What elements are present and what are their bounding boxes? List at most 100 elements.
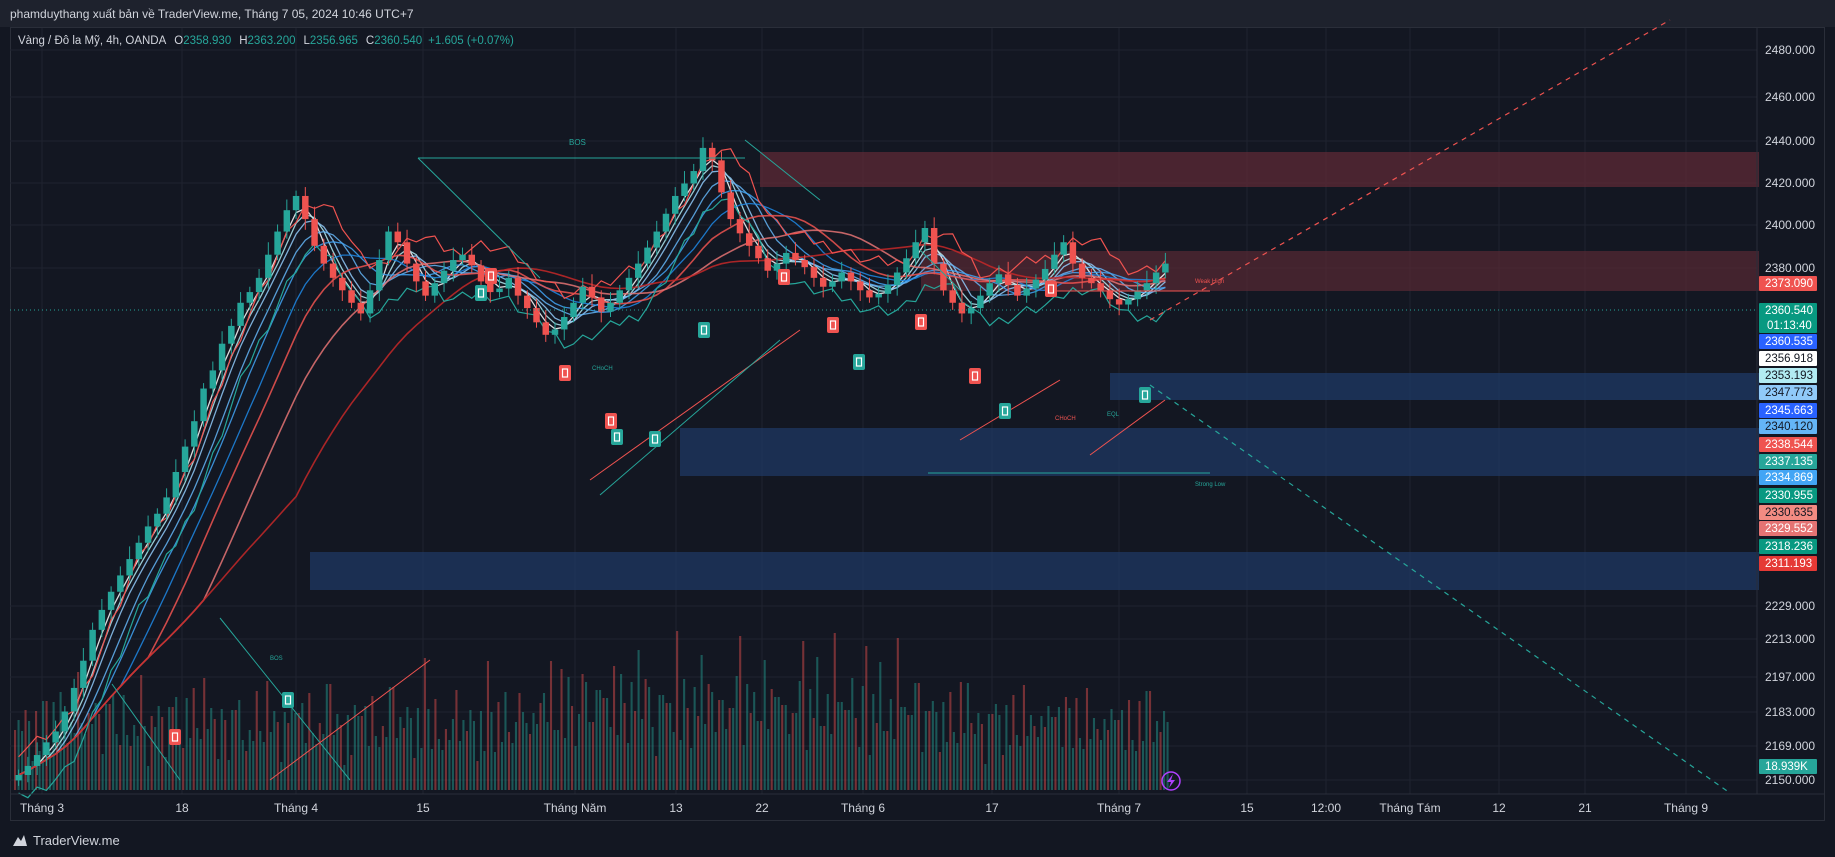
price-tag: 2360.535	[1759, 334, 1817, 349]
volume-bar	[297, 713, 300, 790]
signal-marker	[611, 429, 623, 445]
price-tag: 2330.955	[1759, 488, 1817, 503]
volume-bar	[420, 748, 423, 790]
candle	[80, 647, 87, 699]
price-chart[interactable]: BOS Weak High Strong Low CHoCH CHoCH EQL…	[0, 0, 1835, 824]
volume-bar	[210, 708, 213, 790]
volume-bar	[126, 735, 129, 790]
volume-bar	[301, 703, 304, 790]
volume-bar	[245, 751, 248, 790]
volume-bar	[1162, 711, 1166, 790]
volume-bar	[570, 706, 574, 790]
candle	[1051, 242, 1058, 275]
candle	[893, 267, 901, 296]
price-tag-value: 2360.540	[1765, 305, 1813, 317]
volume-bar	[371, 696, 374, 790]
volume-bar	[518, 693, 521, 790]
candle	[514, 267, 522, 305]
volume-bar	[833, 633, 836, 790]
candle	[533, 299, 540, 328]
volume-bar	[157, 706, 160, 790]
volume-bar	[1131, 740, 1134, 790]
candle	[958, 290, 966, 323]
candle	[126, 546, 133, 581]
signal-marker	[915, 314, 927, 330]
candle	[662, 208, 670, 241]
demand-zone-middle	[680, 428, 1759, 476]
candle	[154, 508, 161, 538]
candle	[24, 756, 32, 783]
volume-bar	[31, 761, 34, 790]
volume-bar	[308, 693, 311, 790]
candle	[635, 251, 642, 289]
volume-bar	[746, 684, 749, 790]
supply-zone-upper	[760, 152, 1759, 187]
volume-bar	[374, 736, 377, 790]
price-tag-value: 2337.135	[1765, 456, 1813, 468]
price-tag: 2334.869	[1759, 470, 1817, 485]
volume-bar	[648, 687, 651, 790]
candle	[459, 247, 466, 266]
candle	[912, 229, 919, 266]
candle-countdown: 01:13:40	[1767, 320, 1812, 332]
candle	[866, 277, 873, 303]
volume-bar	[914, 683, 917, 790]
volume-bar	[1166, 722, 1169, 790]
volume-bar	[774, 697, 777, 790]
candle	[718, 151, 725, 198]
diag-line-1	[417, 157, 541, 279]
candle	[200, 383, 207, 427]
volume-bar	[609, 727, 612, 790]
volume-bar	[119, 745, 122, 790]
price-axis-tick: 2183.000	[1765, 705, 1815, 719]
volume-bar	[1015, 735, 1018, 790]
volume-bar	[921, 752, 924, 790]
volume-bar	[147, 766, 150, 790]
volume-bar	[203, 678, 206, 790]
volume-bar	[49, 752, 52, 790]
volume-bar	[178, 737, 181, 790]
volume-bar	[1050, 717, 1053, 790]
volume-tag: 18.939K	[1759, 759, 1817, 774]
close-value: 2360.540	[374, 35, 423, 47]
volume-bar	[851, 678, 854, 790]
signal-marker	[605, 413, 617, 429]
signal-marker	[999, 403, 1011, 419]
moving-average-line	[18, 229, 1166, 776]
candle	[727, 179, 734, 227]
price-tag-value: 2311.193	[1765, 558, 1812, 570]
price-tag: 2356.918	[1759, 351, 1817, 366]
volume-bar	[66, 743, 69, 790]
candle	[209, 361, 217, 396]
volume-bar	[437, 739, 440, 790]
volume-bar	[84, 734, 87, 790]
volume-bar	[395, 738, 398, 790]
time-axis[interactable]: Tháng 3 18 Tháng 4 15 Tháng Năm 13 22 Tháng 6 17…	[10, 793, 1825, 815]
price-axis-tick: 2197.000	[1765, 670, 1815, 684]
price-tag: 2338.544	[1759, 437, 1817, 452]
volume-bar	[136, 736, 139, 790]
volume-bar	[269, 732, 272, 790]
volume-bar	[17, 720, 20, 790]
volume-bar	[714, 732, 717, 790]
price-tag: 2330.635	[1759, 505, 1817, 520]
candle	[745, 222, 753, 257]
candle	[440, 261, 448, 293]
lightning-icon[interactable]	[1161, 771, 1181, 791]
brand-name[interactable]: TraderView.me	[33, 833, 120, 848]
candle	[357, 290, 365, 321]
annotation-eql: EQL	[1107, 412, 1120, 418]
volume-bar	[1005, 705, 1008, 790]
volume-bar	[364, 706, 367, 790]
moving-average-line	[18, 189, 1166, 776]
candle	[671, 187, 679, 225]
volume-bar	[963, 733, 966, 790]
price-axis[interactable]: 2480.000 2460.000 2440.000 2420.000 2400.000…	[1756, 28, 1815, 794]
signal-marker	[169, 729, 181, 745]
candle	[496, 276, 503, 298]
low-label: L	[303, 35, 310, 47]
candle	[33, 742, 41, 775]
annotation-choch-2: CHoCH	[1055, 416, 1076, 422]
volume-bar	[1099, 740, 1103, 790]
candle	[829, 274, 836, 293]
